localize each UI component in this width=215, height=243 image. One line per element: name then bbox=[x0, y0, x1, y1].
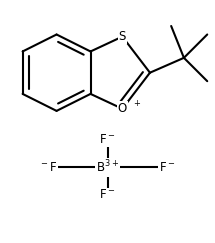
Text: S: S bbox=[119, 30, 126, 43]
Text: $^-$F: $^-$F bbox=[39, 161, 57, 174]
Text: F$^-$: F$^-$ bbox=[99, 188, 116, 201]
Text: +: + bbox=[133, 99, 140, 108]
Text: F$^-$: F$^-$ bbox=[99, 133, 116, 146]
Text: B$^{3+}$: B$^{3+}$ bbox=[96, 159, 119, 175]
Text: F$^-$: F$^-$ bbox=[159, 161, 175, 174]
Text: O: O bbox=[118, 102, 127, 115]
